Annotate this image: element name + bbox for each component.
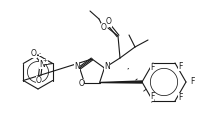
Text: +: + [43, 59, 48, 64]
Text: N: N [39, 60, 44, 69]
Text: O: O [106, 18, 112, 27]
Text: O: O [101, 22, 107, 31]
Text: F: F [150, 64, 154, 72]
Text: N: N [104, 62, 110, 72]
Text: F: F [190, 77, 194, 86]
Text: F: F [178, 93, 182, 102]
Polygon shape [100, 81, 142, 83]
Text: O: O [31, 49, 37, 58]
Text: O: O [36, 76, 42, 85]
Text: F: F [150, 92, 154, 101]
Text: O: O [78, 79, 84, 88]
Text: -: - [39, 51, 41, 56]
Text: N: N [74, 62, 80, 72]
Text: F: F [178, 62, 182, 72]
